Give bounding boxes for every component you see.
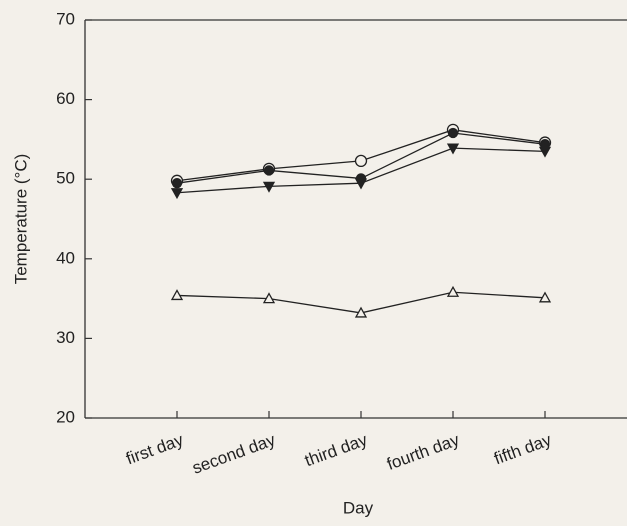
y-tick-label: 60 [56,89,75,108]
marker [265,166,274,175]
x-axis-label: Day [343,498,374,517]
y-tick-label: 30 [56,328,75,347]
y-tick-label: 50 [56,169,75,188]
marker [449,129,458,138]
y-axis-label: Temperature (°C) [11,154,30,285]
chart: Temperature (°C) Day 203040506070first d… [0,0,627,526]
y-tick-label: 20 [56,407,75,426]
y-tick-label: 40 [56,248,75,267]
marker [173,179,182,188]
marker [356,155,367,166]
y-tick-label: 70 [56,9,75,28]
